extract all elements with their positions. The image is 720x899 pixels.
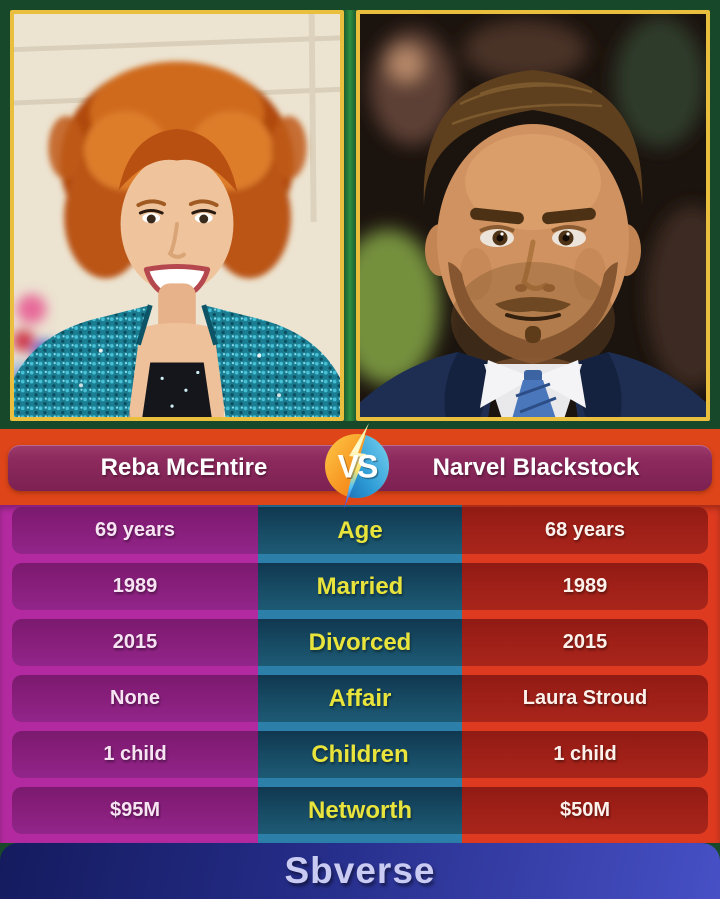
photo-divider xyxy=(344,10,356,421)
narvel-portrait-image xyxy=(360,14,706,417)
left-value: 1 child xyxy=(12,731,258,778)
left-value: 1989 xyxy=(12,563,258,610)
comparison-row-networth: $95M Networth $50M xyxy=(0,787,720,834)
right-photo-frame xyxy=(356,10,710,421)
vs-label-shadow: VS xyxy=(339,450,379,486)
right-value: Laura Stroud xyxy=(462,675,708,722)
row-label: Divorced xyxy=(258,619,462,666)
comparison-row-married: 1989 Married 1989 xyxy=(0,563,720,610)
right-value: 1 child xyxy=(462,731,708,778)
comparison-row-affair: None Affair Laura Stroud xyxy=(0,675,720,722)
vs-label: VS xyxy=(338,449,378,485)
right-value: 2015 xyxy=(462,619,708,666)
comparison-row-children: 1 child Children 1 child xyxy=(0,731,720,778)
vs-lightning-badge-icon: VS VS xyxy=(325,423,389,509)
left-photo-frame xyxy=(10,10,344,421)
row-label: Married xyxy=(258,563,462,610)
brand-label: Sbverse xyxy=(284,850,436,891)
row-label: Age xyxy=(258,507,462,554)
right-value: 1989 xyxy=(462,563,708,610)
row-label: Affair xyxy=(258,675,462,722)
row-label: Networth xyxy=(258,787,462,834)
photo-band xyxy=(0,0,720,429)
reba-portrait-image xyxy=(14,14,340,417)
comparison-table: 69 years Age 68 years 1989 Married 1989 … xyxy=(0,505,720,843)
right-person-name: Narvel Blackstock xyxy=(432,454,640,481)
comparison-row-divorced: 2015 Divorced 2015 xyxy=(0,619,720,666)
left-person-name: Reba McEntire xyxy=(100,454,268,481)
vs-band: Reba McEntire Narvel Blackstock xyxy=(0,423,720,509)
right-value: $50M xyxy=(462,787,708,834)
footer-banner: Sbverse xyxy=(0,843,720,899)
right-value: 68 years xyxy=(462,507,708,554)
left-value: 2015 xyxy=(12,619,258,666)
left-value: $95M xyxy=(12,787,258,834)
row-label: Children xyxy=(258,731,462,778)
comparison-row-age: 69 years Age 68 years xyxy=(0,507,720,554)
left-value: None xyxy=(12,675,258,722)
left-value: 69 years xyxy=(12,507,258,554)
